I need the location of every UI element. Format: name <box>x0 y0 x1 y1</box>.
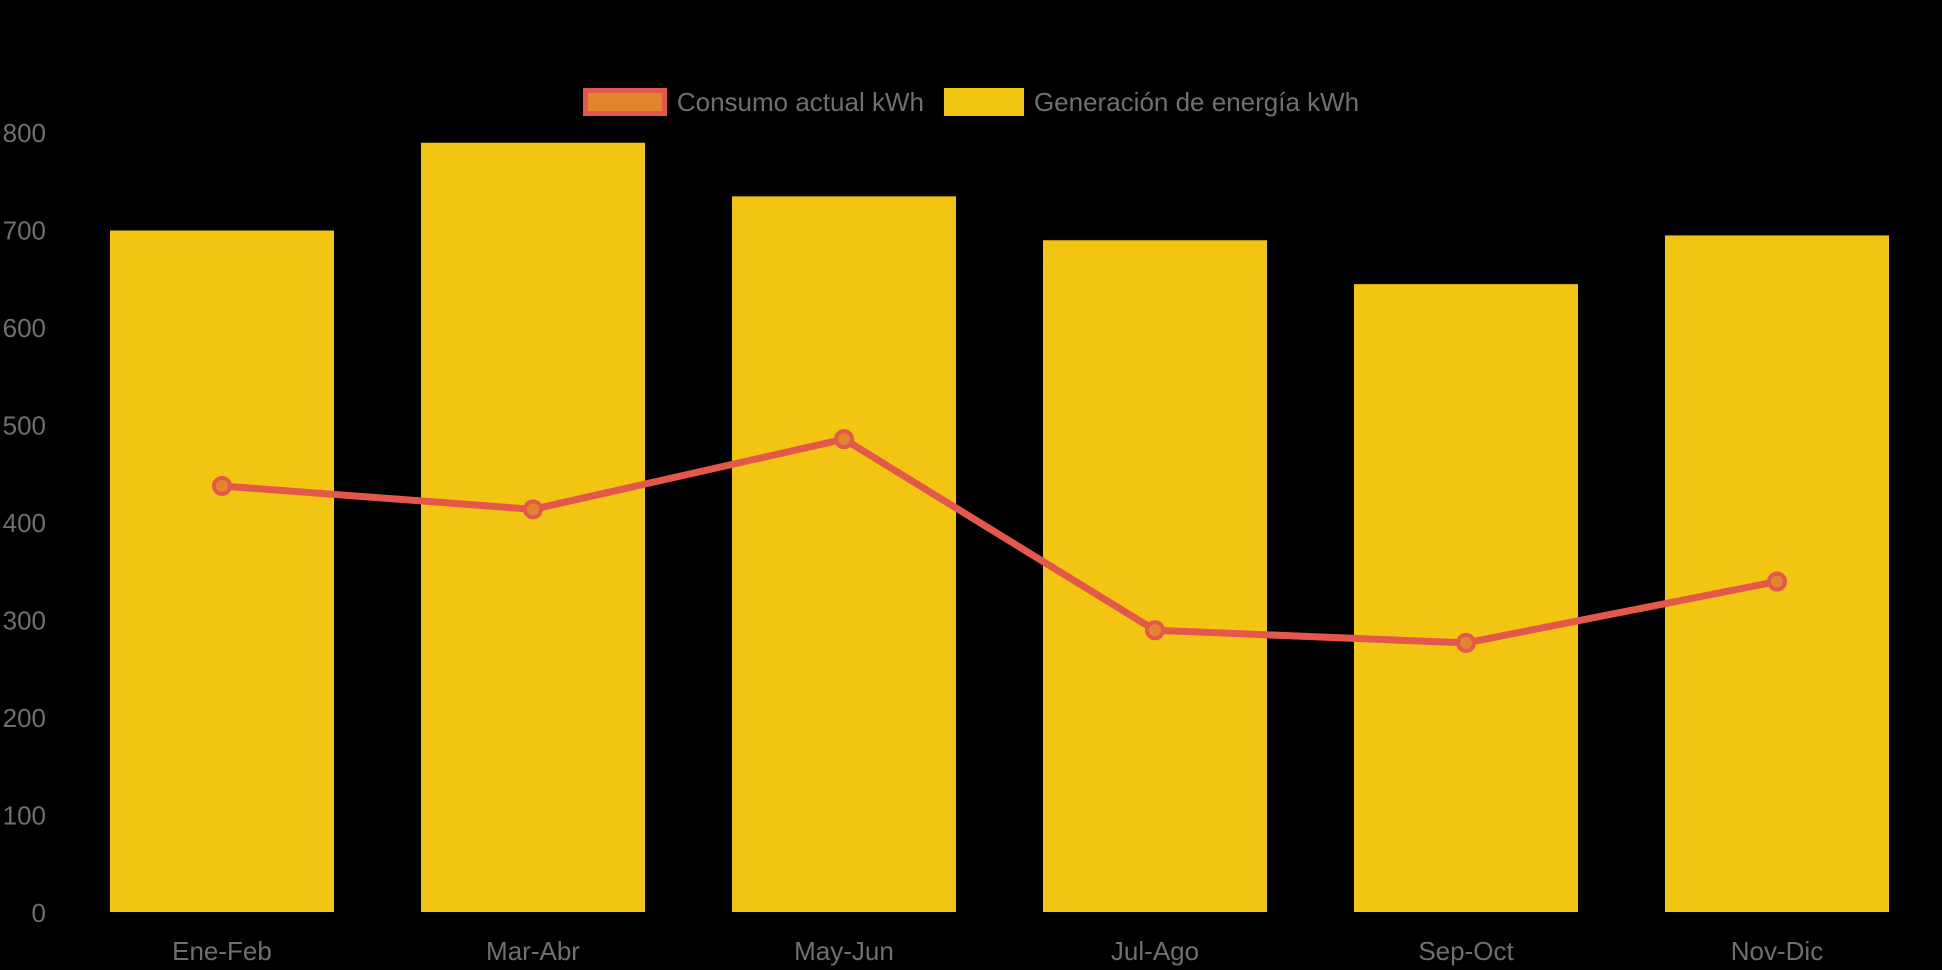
consumo-line[interactable] <box>218 435 1781 647</box>
legend-item-generacion[interactable]: Generación de energía kWh <box>943 87 1360 117</box>
consumo-swatch-icon <box>582 88 667 116</box>
consumo-point-Ene-Feb[interactable] <box>212 475 232 496</box>
x-axis-label-Mar-Abr: Mar-Abr <box>486 936 580 966</box>
y-axis-tick-label-500: 500 <box>3 411 46 441</box>
y-axis-tick-label-200: 200 <box>3 703 46 733</box>
y-axis-tick-label-400: 400 <box>3 508 46 538</box>
consumo-point-Nov-Dic[interactable] <box>1767 571 1787 592</box>
legend-label-consumo: Consumo actual kWh <box>676 87 924 117</box>
chart-legend: Consumo actual kWh Generación de energía… <box>0 88 1942 116</box>
y-axis-tick-label-100: 100 <box>3 801 46 831</box>
y-axis-tick-label-700: 700 <box>3 216 46 246</box>
bar-Mar-Abr[interactable] <box>421 142 645 912</box>
consumo-point-May-Jun[interactable] <box>834 429 854 450</box>
generacion-swatch-icon <box>943 88 1024 116</box>
x-axis-label-Ene-Feb: Ene-Feb <box>172 936 272 966</box>
x-axis-label-Nov-Dic: Nov-Dic <box>1731 936 1823 966</box>
bar-Sep-Oct[interactable] <box>1354 284 1578 912</box>
consumo-point-Jul-Ago[interactable] <box>1145 620 1165 641</box>
x-axis-label-Sep-Oct: Sep-Oct <box>1418 936 1514 966</box>
legend-item-consumo[interactable]: Consumo actual kWh <box>582 87 924 117</box>
x-axis-label-May-Jun: May-Jun <box>794 936 894 966</box>
consumo-point-Sep-Oct[interactable] <box>1456 632 1476 653</box>
consumo-point-Mar-Abr[interactable] <box>523 499 543 520</box>
bar-Ene-Feb[interactable] <box>110 230 334 913</box>
y-axis-tick-label-600: 600 <box>3 313 46 343</box>
bar-Jul-Ago[interactable] <box>1043 240 1267 912</box>
legend-label-generacion: Generación de energía kWh <box>1033 87 1360 117</box>
x-axis-label-Jul-Ago: Jul-Ago <box>1111 936 1199 966</box>
y-axis-tick-label-800: 800 <box>3 118 46 148</box>
bar-May-Jun[interactable] <box>732 196 956 912</box>
y-axis-tick-label-0: 0 <box>32 898 46 928</box>
y-axis-tick-label-300: 300 <box>3 606 46 636</box>
